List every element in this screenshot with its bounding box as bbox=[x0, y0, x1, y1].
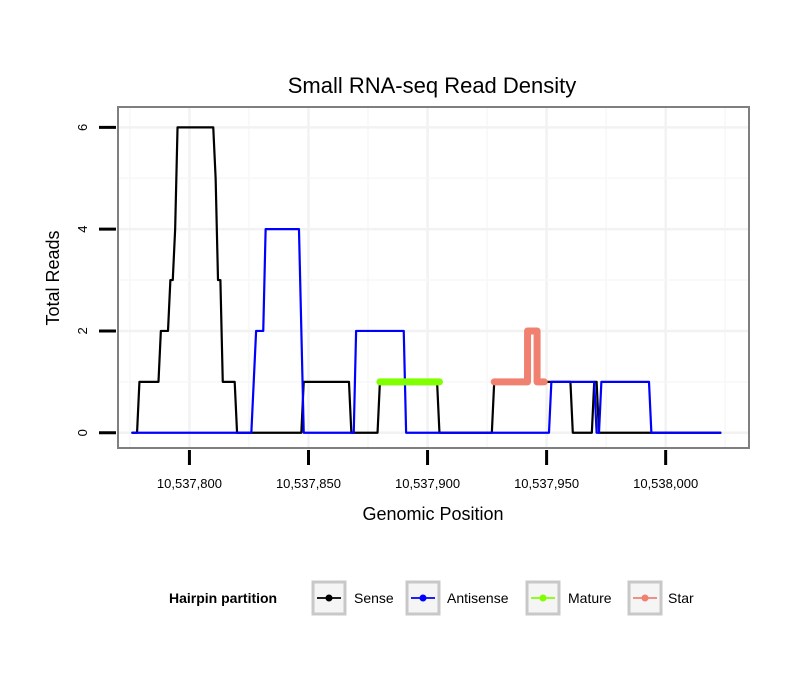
x-tick-label: 10,538,000 bbox=[633, 476, 698, 491]
y-tick-label: 4 bbox=[75, 226, 90, 233]
legend-label-antisense: Antisense bbox=[447, 590, 509, 606]
legend-label-mature: Mature bbox=[568, 590, 612, 606]
legend-key-point bbox=[325, 594, 333, 602]
legend-label-sense: Sense bbox=[354, 590, 394, 606]
legend-title: Hairpin partition bbox=[169, 590, 277, 606]
x-tick-label: 10,537,850 bbox=[276, 476, 341, 491]
chart-title: Small RNA-seq Read Density bbox=[288, 73, 577, 98]
plot-panel-border bbox=[117, 106, 750, 449]
plot-panel-fill bbox=[118, 107, 749, 448]
legend-key-point bbox=[641, 594, 649, 602]
x-tick-label: 10,537,950 bbox=[514, 476, 579, 491]
x-tick-label: 10,537,800 bbox=[157, 476, 222, 491]
series-layer bbox=[131, 126, 722, 434]
y-tick-label: 0 bbox=[75, 429, 90, 436]
y-axis-title: Total Reads bbox=[43, 230, 63, 325]
y-tick-label: 2 bbox=[75, 327, 90, 334]
legend-label-star: Star bbox=[668, 590, 694, 606]
legend-key-point bbox=[419, 594, 427, 602]
axes-layer: 10,537,800 10,537,850 10,537,900 10,537,950… bbox=[75, 124, 698, 491]
x-tick-label: 10,537,900 bbox=[395, 476, 460, 491]
x-axis-title: Genomic Position bbox=[362, 504, 503, 524]
series-line-star bbox=[490, 327, 548, 386]
legend-key-point bbox=[539, 594, 547, 602]
legend: Hairpin partition Sense Antisense Mature St… bbox=[169, 580, 694, 616]
grid-lines bbox=[118, 107, 749, 448]
y-tick-label: 6 bbox=[75, 124, 90, 131]
